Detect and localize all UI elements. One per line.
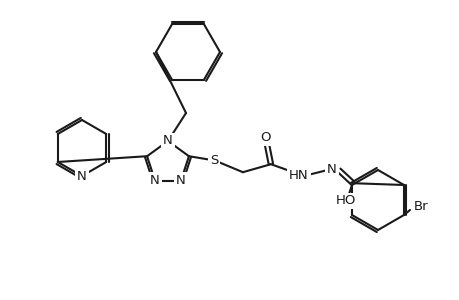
Text: HN: HN: [289, 169, 308, 182]
Text: Br: Br: [413, 200, 428, 214]
Text: N: N: [150, 174, 160, 187]
Text: N: N: [77, 169, 87, 182]
Text: S: S: [209, 154, 218, 167]
Text: N: N: [163, 134, 173, 148]
Text: N: N: [326, 163, 336, 176]
Text: O: O: [260, 131, 271, 144]
Text: N: N: [176, 174, 185, 187]
Text: HO: HO: [335, 194, 355, 208]
